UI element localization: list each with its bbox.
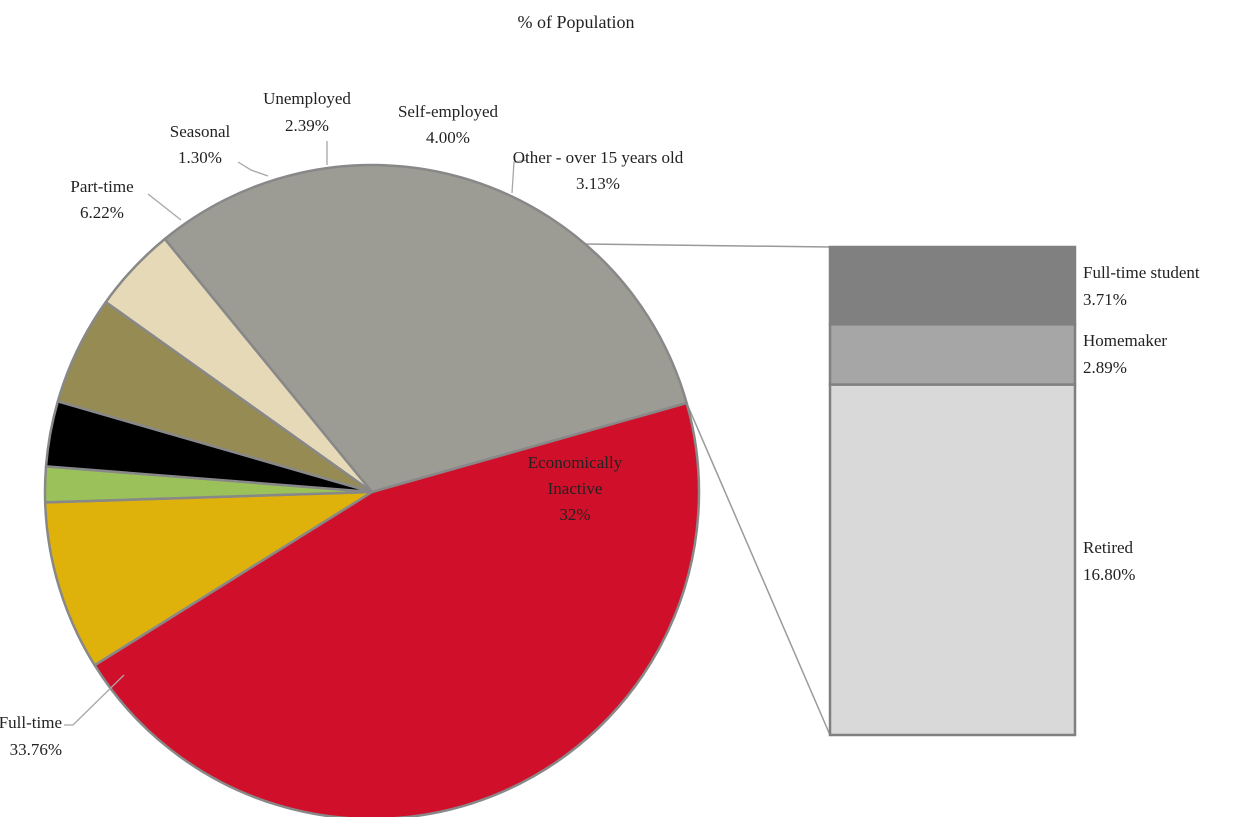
segment-label: Full-time student xyxy=(1083,263,1200,282)
slice-value: 1.30% xyxy=(178,148,222,167)
slice-value: 3.13% xyxy=(576,174,620,193)
segment-label: Retired xyxy=(1083,538,1134,557)
pie xyxy=(43,163,701,817)
pie-slice-economically-inactive xyxy=(163,163,688,494)
data-label-economically-inactive: Economically Inactive 32% xyxy=(528,453,623,524)
slice-value: 4.00% xyxy=(426,128,470,147)
pie-slice-self-employed xyxy=(56,300,374,494)
bar-segment-retired xyxy=(828,383,1077,737)
segment-label: Homemaker xyxy=(1083,331,1167,350)
slice-label: Full-time xyxy=(0,713,62,732)
connector-line-bottom xyxy=(685,402,831,736)
segment-value: 2.89% xyxy=(1083,358,1127,377)
breakdown-bar xyxy=(828,245,1077,737)
leader-line xyxy=(511,159,529,194)
bar-segment-full-time-student xyxy=(828,245,1077,326)
data-label-other-over-15-years-old: Other - over 15 years old 3.13% xyxy=(511,148,684,194)
bar-label-retired: Retired 16.80% xyxy=(1083,538,1135,584)
bar-segment-homemaker xyxy=(828,323,1077,386)
data-labels: Other - over 15 years old 3.13% Economical… xyxy=(0,89,1200,759)
leader-line xyxy=(237,161,269,177)
pie-slice-part-time xyxy=(43,490,374,667)
segment-value: 3.71% xyxy=(1083,290,1127,309)
segment-value: 16.80% xyxy=(1083,565,1135,584)
slice-label: Seasonal xyxy=(170,122,231,141)
slice-value: 6.22% xyxy=(80,203,124,222)
data-label-self-employed: Self-employed 4.00% xyxy=(398,102,499,147)
leader-line xyxy=(64,674,125,726)
bar-label-homemaker: Homemaker 2.89% xyxy=(1083,331,1167,377)
bar-label-full-time-student: Full-time student 3.71% xyxy=(1083,263,1200,309)
leader-line xyxy=(147,193,182,221)
slice-label: Unemployed xyxy=(263,89,351,108)
slice-value: 2.39% xyxy=(285,116,329,135)
slice-label: Inactive xyxy=(548,479,603,498)
slice-label: Other - over 15 years old xyxy=(513,148,684,167)
slice-label: Part-time xyxy=(70,177,133,196)
data-label-part-time: Part-time 6.22% xyxy=(70,177,182,222)
chart-title: % of Population xyxy=(518,12,635,32)
data-label-seasonal: Seasonal 1.30% xyxy=(170,122,269,177)
data-label-full-time: Full-time 33.76% xyxy=(0,674,125,759)
slice-label: Economically xyxy=(528,453,623,472)
pie-slice-full-time xyxy=(93,401,701,817)
data-label-unemployed: Unemployed 2.39% xyxy=(263,89,351,165)
slice-value: 33.76% xyxy=(10,740,62,759)
slice-value: 32% xyxy=(559,505,590,524)
slice-label: Self-employed xyxy=(398,102,499,121)
